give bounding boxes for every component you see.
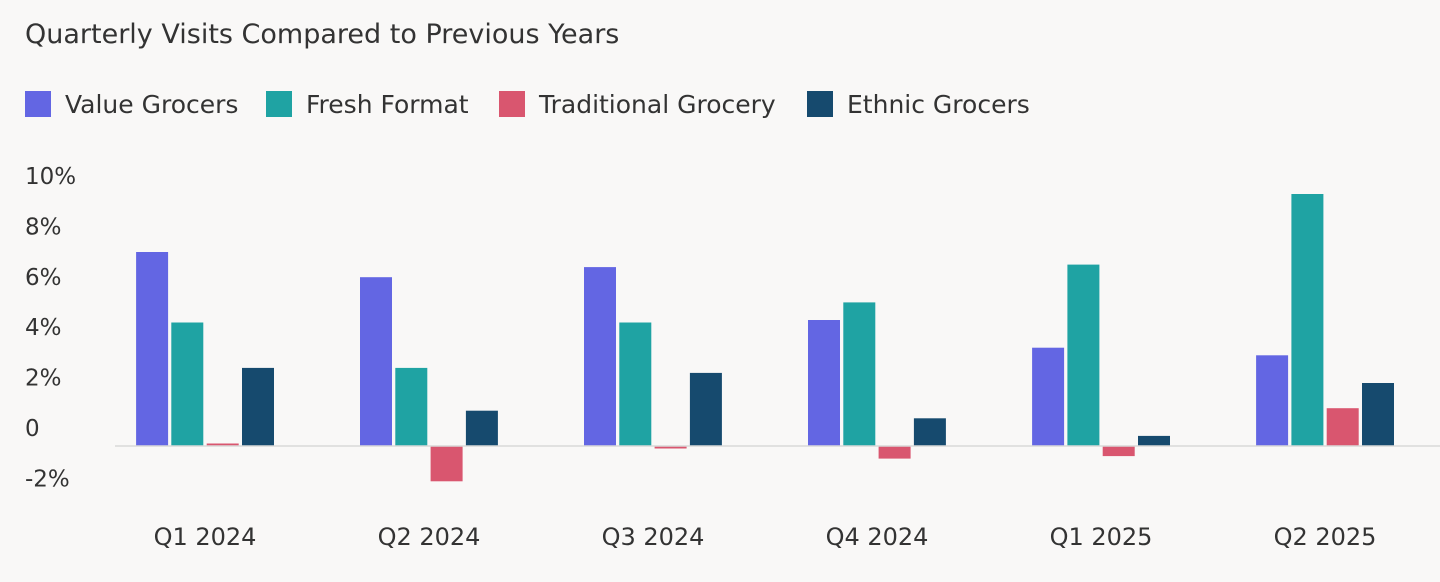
bar-group-q1-2024 xyxy=(136,252,274,446)
legend-swatch-ethnic-grocers xyxy=(807,91,833,117)
bar-ethnic-grocers-q2-2024[interactable] xyxy=(465,410,498,446)
bar-fresh-format-q1-2024[interactable] xyxy=(171,322,204,447)
x-tick-label-q2-2024: Q2 2024 xyxy=(378,523,481,551)
legend: Value Grocers Fresh Format Traditional Gro… xyxy=(25,90,1030,119)
legend-swatch-traditional-grocery xyxy=(499,91,525,117)
x-tick-label-q1-2025: Q1 2025 xyxy=(1050,523,1153,551)
y-tick-label: -2% xyxy=(25,466,70,492)
bar-traditional-grocery-q3-2024[interactable] xyxy=(654,446,687,449)
bar-ethnic-grocers-q2-2025[interactable] xyxy=(1362,383,1394,446)
bar-value-grocers-q2-2024[interactable] xyxy=(360,277,392,446)
bar-group-q3-2024 xyxy=(584,267,722,449)
bar-group-q2-2025 xyxy=(1256,194,1394,446)
legend-label-value-grocers: Value Grocers xyxy=(65,90,238,119)
legend-swatch-value-grocers xyxy=(25,91,51,117)
bar-value-grocers-q1-2024[interactable] xyxy=(136,252,169,446)
bars xyxy=(136,194,1394,482)
bar-ethnic-grocers-q1-2024[interactable] xyxy=(242,367,274,446)
bar-traditional-grocery-q1-2024[interactable] xyxy=(206,443,239,447)
bar-value-grocers-q4-2024[interactable] xyxy=(808,320,840,446)
y-tick-label: 10% xyxy=(25,164,76,190)
bar-ethnic-grocers-q4-2024[interactable] xyxy=(913,418,946,446)
y-tick-label: 8% xyxy=(25,214,62,240)
bar-traditional-grocery-q2-2025[interactable] xyxy=(1326,408,1359,446)
bar-ethnic-grocers-q1-2025[interactable] xyxy=(1138,435,1170,446)
bar-fresh-format-q2-2024[interactable] xyxy=(395,367,428,446)
x-tick-label-q3-2024: Q3 2024 xyxy=(602,523,705,551)
legend-swatch-fresh-format xyxy=(266,91,292,117)
bar-group-q2-2024 xyxy=(360,277,498,482)
bar-value-grocers-q3-2024[interactable] xyxy=(584,267,616,446)
bar-ethnic-grocers-q3-2024[interactable] xyxy=(689,372,722,446)
y-axis: 10% 8% 6% 4% 2% 0 -2% xyxy=(25,164,76,492)
legend-label-fresh-format: Fresh Format xyxy=(306,90,469,119)
bar-fresh-format-q4-2024[interactable] xyxy=(843,302,876,446)
x-axis: Q1 2024 Q2 2024 Q3 2024 Q4 2024 Q1 2025 Q2 20… xyxy=(154,523,1377,551)
legend-label-traditional-grocery: Traditional Grocery xyxy=(538,90,776,119)
x-tick-label-q1-2024: Q1 2024 xyxy=(154,523,257,551)
bar-fresh-format-q3-2024[interactable] xyxy=(619,322,652,447)
bar-traditional-grocery-q2-2024[interactable] xyxy=(430,446,463,482)
bar-group-q4-2024 xyxy=(808,302,946,459)
chart-title: Quarterly Visits Compared to Previous Ye… xyxy=(25,19,619,50)
legend-label-ethnic-grocers: Ethnic Grocers xyxy=(847,90,1030,119)
y-tick-label: 0 xyxy=(25,416,40,442)
bar-fresh-format-q1-2025[interactable] xyxy=(1067,264,1100,446)
bar-value-grocers-q2-2025[interactable] xyxy=(1256,355,1289,446)
bar-group-q1-2025 xyxy=(1032,264,1170,457)
bar-traditional-grocery-q4-2024[interactable] xyxy=(878,446,911,459)
bar-fresh-format-q2-2025[interactable] xyxy=(1291,194,1324,446)
y-tick-label: 2% xyxy=(25,366,62,392)
x-tick-label-q4-2024: Q4 2024 xyxy=(826,523,929,551)
x-tick-label-q2-2025: Q2 2025 xyxy=(1274,523,1377,551)
bar-value-grocers-q1-2025[interactable] xyxy=(1032,347,1065,446)
y-tick-label: 4% xyxy=(25,315,62,341)
bar-traditional-grocery-q1-2025[interactable] xyxy=(1102,446,1135,457)
y-tick-label: 6% xyxy=(25,265,62,291)
